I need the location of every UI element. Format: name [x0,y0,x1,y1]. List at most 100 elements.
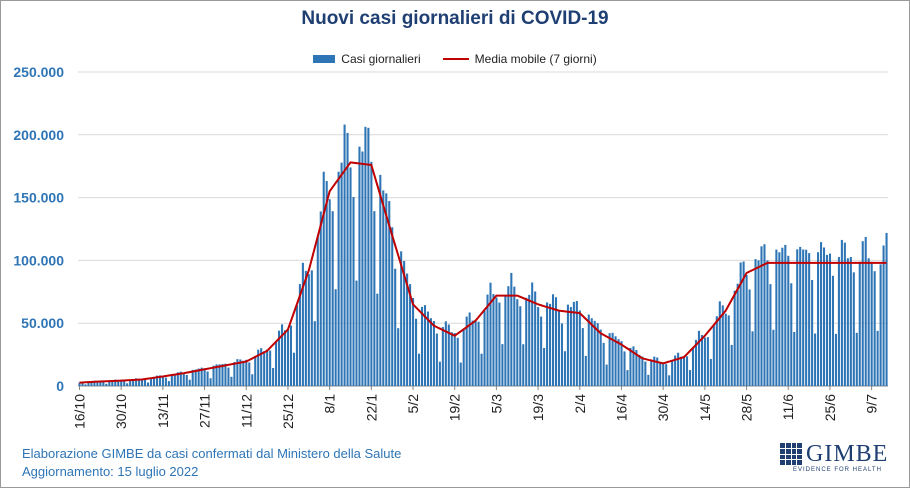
bar [346,132,349,386]
bar [730,344,733,386]
x-tick-label: 19/2 [447,394,463,421]
bar [790,283,793,386]
bar [721,305,724,386]
bar [665,364,668,386]
logo-text: GIMBE [806,441,889,467]
bar [674,355,677,386]
bar [322,171,325,386]
y-tick-label: 0 [56,378,64,394]
bar [864,236,867,386]
bar [745,274,748,386]
x-tick-label: 30/4 [655,394,671,421]
bar [879,264,882,386]
bar [132,379,135,386]
bar [227,367,230,386]
bar [590,318,593,386]
bar [468,312,471,386]
bar [123,381,126,386]
bar [787,255,790,386]
footer-source: Elaborazione GIMBE da casi confermati da… [22,446,402,461]
x-tick-label: 5/2 [405,394,421,414]
bar [391,227,394,386]
bar [459,362,462,386]
bar [403,261,406,386]
bar [498,302,501,386]
bar [611,332,614,386]
bar [164,377,167,386]
bar [200,367,203,386]
bar [694,339,698,386]
bar [519,306,522,386]
bar [849,256,852,386]
bar [781,247,784,386]
bar [817,252,820,386]
bar [432,321,435,386]
bar [87,382,90,386]
y-tick-label: 200.000 [13,127,64,143]
bar [653,356,656,386]
bar [409,284,412,386]
bar [242,360,245,386]
bar [596,323,599,386]
bar [230,376,233,386]
bar [438,361,441,386]
legend-label-bars: Casi giornalieri [341,52,421,66]
bar [406,273,409,386]
bar [206,371,209,386]
y-tick-label: 250.000 [13,64,64,80]
bar [492,294,495,386]
bar [105,383,108,386]
bar [417,353,421,386]
bar [715,316,718,386]
bar [677,352,680,386]
bar [185,374,188,386]
bar [873,271,876,386]
bar [236,359,239,386]
footer-updated: Aggiornamento: 15 luglio 2022 [22,464,199,479]
x-tick-label: 25/12 [280,394,296,429]
bar [754,259,757,386]
bar [355,280,358,386]
bar [808,253,811,386]
bar [96,381,99,386]
bar [218,364,221,386]
bar [337,171,340,386]
bar [257,349,260,386]
bar [188,379,191,386]
bar [376,293,379,386]
legend-item-line: Media mobile (7 giorni) [442,52,597,66]
x-tick-label: 28/5 [739,394,755,421]
bar [382,190,385,386]
bar [331,211,334,386]
bar [370,161,373,386]
bar [108,381,111,386]
bar [394,268,397,386]
bar [757,260,760,386]
bar [739,262,742,386]
bar [712,324,715,386]
bar [197,368,200,386]
bar [343,124,346,386]
bar [837,257,840,386]
bar [138,378,141,386]
bar [742,261,745,386]
bar [662,362,665,386]
bar [659,361,662,386]
bar [626,370,629,386]
bar [471,320,474,386]
bar [251,374,254,386]
bar [385,193,388,386]
bar [441,327,444,386]
bar [349,167,352,386]
bar [846,258,849,386]
bar [429,318,432,386]
bar [307,274,310,386]
bar [221,364,224,386]
bar [811,280,814,386]
bar [537,307,540,386]
bar [269,350,272,386]
bar [867,258,870,386]
bar [840,239,843,386]
bar [99,381,102,386]
bar [373,211,376,386]
